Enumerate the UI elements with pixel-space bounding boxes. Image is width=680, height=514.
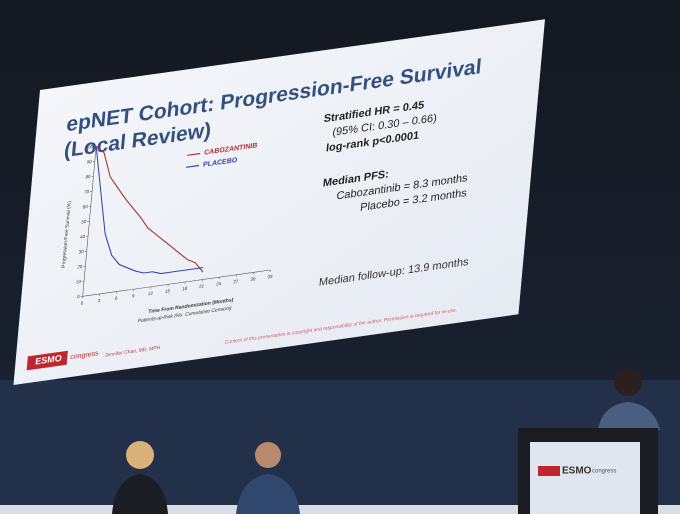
x-tick-label: 3 xyxy=(98,298,101,303)
y-tick-label: 20 xyxy=(77,264,83,270)
stage-table xyxy=(0,505,680,514)
person-body xyxy=(236,474,300,514)
x-tick-label: 24 xyxy=(216,281,222,287)
survival-curve xyxy=(95,145,204,273)
y-tick-label: 10 xyxy=(76,279,82,285)
x-tick-label: 6 xyxy=(115,296,118,301)
x-tick-label: 33 xyxy=(267,274,273,280)
y-tick-label: 30 xyxy=(79,249,85,255)
podium-logo-box xyxy=(538,466,560,476)
x-tick-label: 30 xyxy=(250,276,256,282)
audience: ESMO congress xyxy=(0,368,680,514)
speaker-body xyxy=(598,402,660,430)
person-head xyxy=(126,441,154,469)
logo: ESMO xyxy=(35,353,62,367)
axis xyxy=(82,146,97,297)
legend-swatch xyxy=(186,164,200,168)
y-tick-label: 70 xyxy=(84,189,90,195)
x-tick-label: 27 xyxy=(233,279,239,285)
y-tick-label: 40 xyxy=(80,234,86,240)
x-tick-label: 0 xyxy=(81,300,84,305)
y-label: Progression-Free Survival (%) xyxy=(61,200,73,268)
logo-sub: congress xyxy=(70,350,99,361)
slide: epNET Cohort: Progression-Free Survival … xyxy=(13,19,545,385)
podium-screen xyxy=(530,442,640,514)
axis xyxy=(82,269,271,297)
y-tick-label: 0 xyxy=(77,294,80,299)
speaker-head xyxy=(614,368,642,396)
x-tick-label: 9 xyxy=(132,293,135,298)
person-body xyxy=(112,474,168,514)
x-tick-label: 18 xyxy=(182,286,188,292)
x-tick-label: 12 xyxy=(148,291,154,297)
y-tick-label: 50 xyxy=(81,219,87,225)
y-tick-label: 90 xyxy=(87,159,93,165)
logo-box xyxy=(26,350,68,371)
y-tick-label: 80 xyxy=(85,174,91,180)
podium-logo-sub: congress xyxy=(592,469,616,475)
y-tick-label: 60 xyxy=(83,204,89,210)
podium-logo: ESMO xyxy=(562,466,592,477)
legend-swatch xyxy=(187,152,201,156)
person-head xyxy=(255,442,281,468)
y-tick-label: 100 xyxy=(85,144,93,150)
slide-panel xyxy=(13,19,545,385)
x-tick-label: 15 xyxy=(165,288,171,294)
x-tick-label: 21 xyxy=(199,283,205,289)
legend-label: PLACEBO xyxy=(203,157,238,169)
survival-curve xyxy=(95,146,204,275)
